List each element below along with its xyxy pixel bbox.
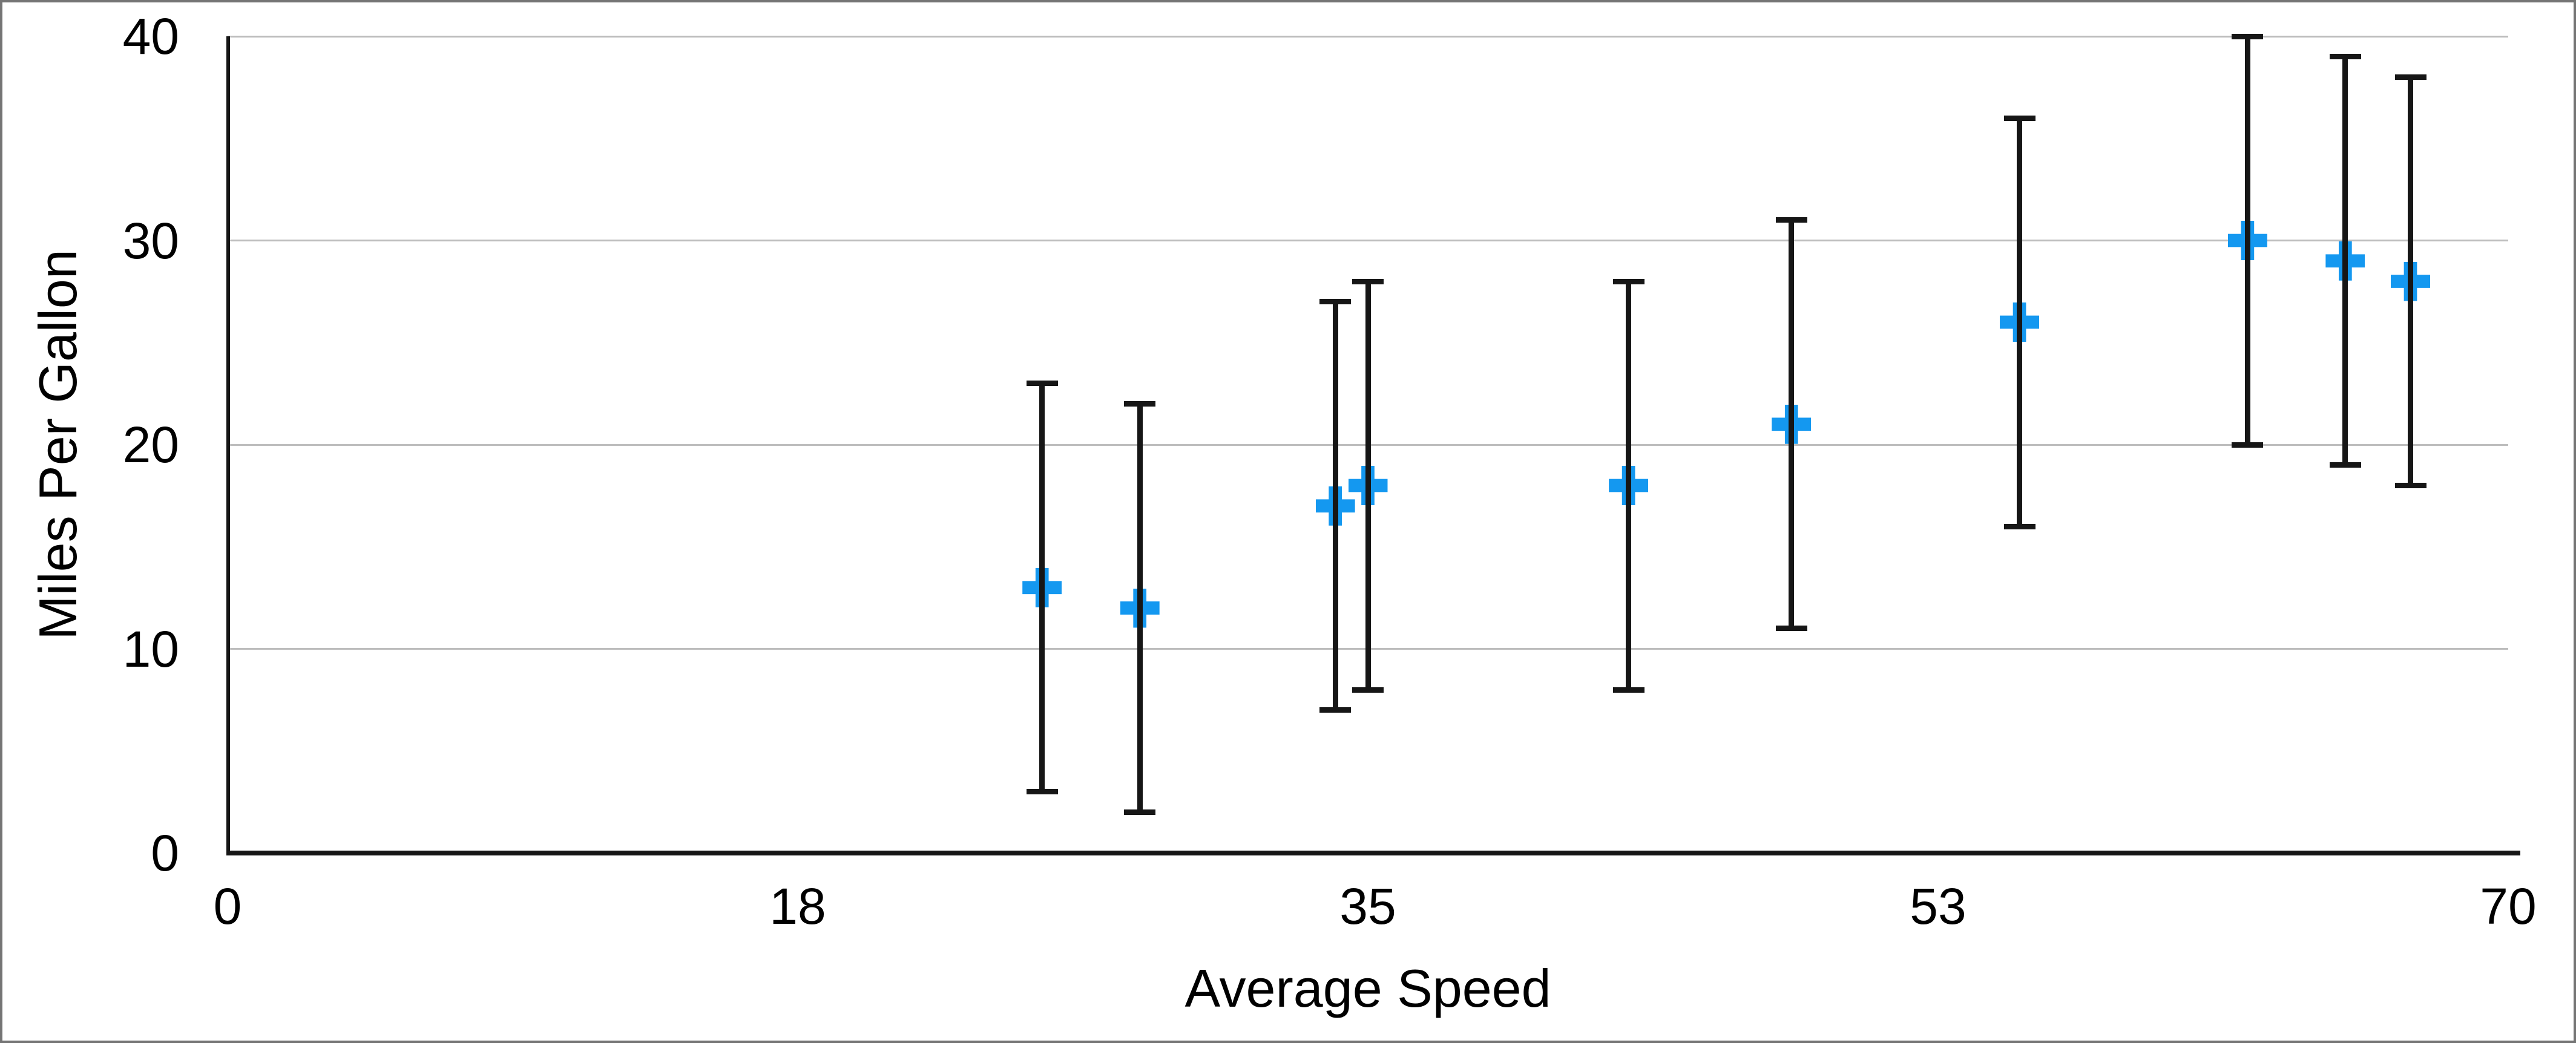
error-bar-cap-bottom — [1612, 687, 1644, 693]
error-bar-cap-top — [2394, 74, 2426, 80]
error-bar-cap-top — [1775, 217, 1807, 223]
error-bar-cap-bottom — [1319, 707, 1352, 713]
error-bar-cap-bottom — [2003, 523, 2036, 529]
x-tick-label: 35 — [1339, 878, 1396, 935]
error-bar-cap-bottom — [1026, 789, 1058, 795]
y-tick-label: 30 — [122, 212, 179, 269]
error-bar-line — [1626, 281, 1632, 690]
x-axis-title: Average Speed — [1184, 958, 1551, 1018]
error-bar-line — [2244, 36, 2250, 445]
error-bar-cap-bottom — [2329, 462, 2361, 468]
error-bar-line — [1039, 383, 1045, 792]
x-tick-label: 18 — [769, 878, 826, 935]
error-bar-cap-bottom — [2394, 483, 2426, 488]
x-tick-label: 0 — [213, 878, 242, 935]
error-bar-line — [2408, 77, 2413, 486]
error-bar-cap-top — [1026, 381, 1058, 387]
gridline-y-30 — [228, 240, 2508, 241]
y-tick-label: 10 — [122, 620, 179, 678]
error-bar-line — [2017, 118, 2023, 526]
error-bar-cap-top — [2232, 33, 2264, 39]
plot-area — [226, 33, 2520, 855]
error-bar-cap-top — [1352, 278, 1384, 284]
x-tick-label: 70 — [2480, 878, 2537, 935]
y-tick-label: 20 — [122, 416, 179, 473]
error-bar-cap-bottom — [2232, 442, 2264, 448]
error-bar-cap-bottom — [1124, 809, 1156, 815]
error-bar-cap-bottom — [1775, 626, 1807, 632]
y-axis-line — [226, 36, 230, 855]
error-bar-cap-top — [2329, 54, 2361, 60]
error-bar-cap-top — [1319, 299, 1352, 305]
error-bar-line — [1365, 281, 1371, 690]
error-bar-cap-bottom — [1352, 687, 1384, 693]
x-axis-line — [226, 851, 2520, 855]
y-tick-label: 40 — [122, 8, 179, 65]
error-bar-cap-top — [2003, 115, 2036, 121]
error-bar-cap-top — [1612, 278, 1644, 284]
error-bar-line — [1789, 220, 1795, 629]
gridline-y-40 — [228, 35, 2508, 38]
x-tick-label: 53 — [1910, 878, 1966, 935]
error-bar-line — [2342, 56, 2348, 465]
y-tick-label: 0 — [151, 825, 179, 881]
error-bar-cap-top — [1124, 401, 1156, 407]
error-bar-line — [1137, 404, 1143, 812]
error-bar-line — [1332, 301, 1338, 710]
